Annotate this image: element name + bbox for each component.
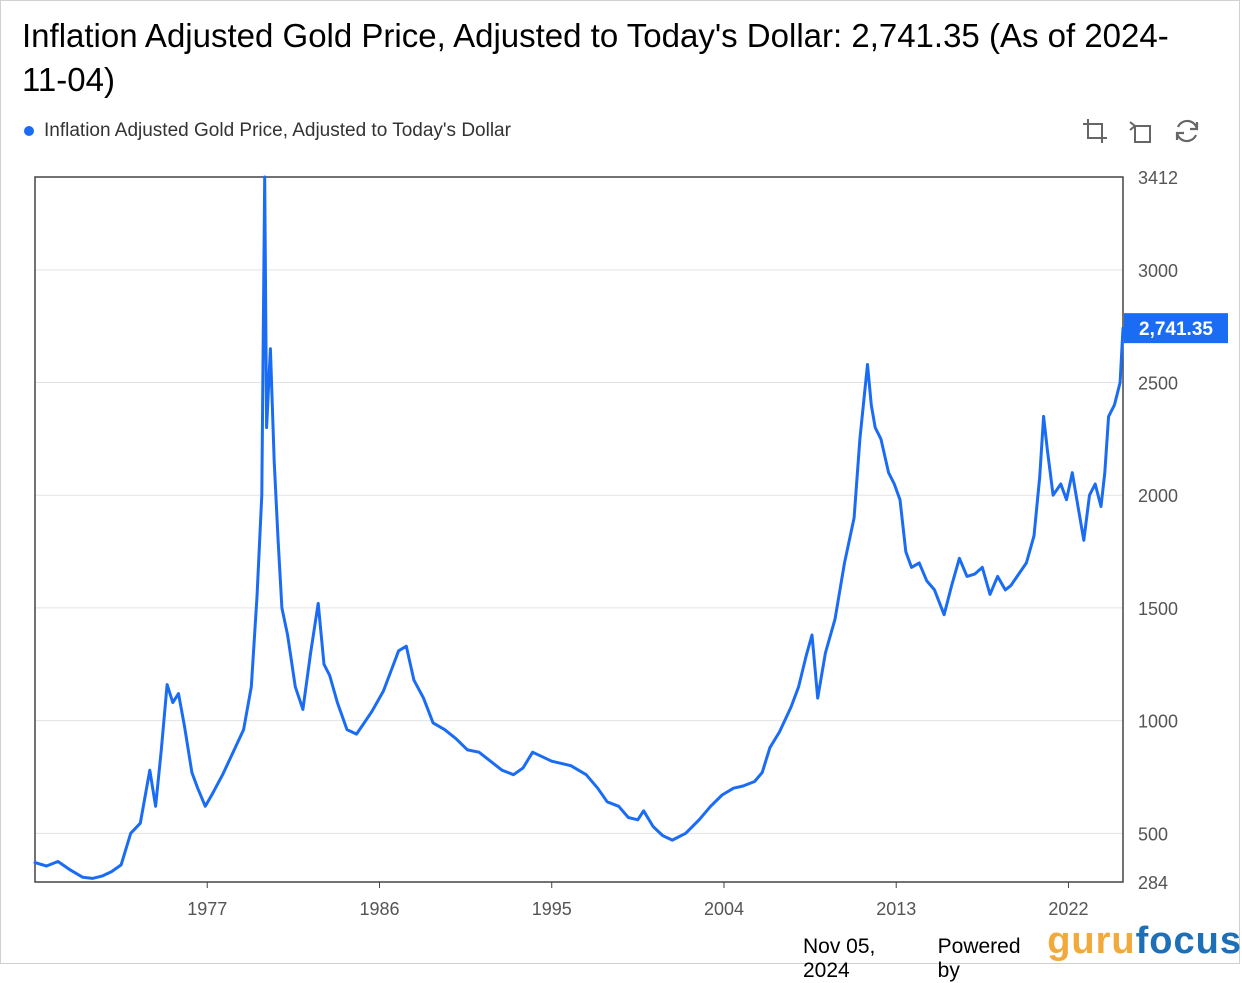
- y-tick-label: 2500: [1138, 374, 1178, 394]
- y-axis: 284 500 1000 1500 2000 2500 3000 3412: [1138, 168, 1178, 893]
- x-tick-label: 1977: [187, 899, 227, 919]
- gurufocus-logo[interactable]: gurufocus: [1047, 920, 1242, 962]
- chart-title: Inflation Adjusted Gold Price, Adjusted …: [22, 17, 1169, 98]
- x-tick-label: 2022: [1048, 899, 1088, 919]
- y-tick-label: 284: [1138, 873, 1168, 893]
- legend[interactable]: Inflation Adjusted Gold Price, Adjusted …: [24, 120, 511, 142]
- x-tick-label: 2004: [704, 899, 744, 919]
- y-tick-label: 3000: [1138, 261, 1178, 281]
- legend-label: Inflation Adjusted Gold Price, Adjusted …: [44, 120, 511, 141]
- x-tick-label: 1995: [532, 899, 572, 919]
- footer: Nov 05, 2024 Powered by gurufocus: [803, 920, 1242, 983]
- x-tick-label: 2013: [876, 899, 916, 919]
- y-tick-label: 500: [1138, 824, 1168, 844]
- series-layer: [33, 175, 1125, 880]
- restore-icon[interactable]: [1172, 116, 1202, 146]
- x-axis: 1977 1986 1995 2004 2013 2022: [187, 882, 1088, 919]
- chart-frame: [0, 0, 1240, 964]
- series-line[interactable]: [33, 175, 1125, 880]
- y-tick-label: 2000: [1138, 486, 1178, 506]
- legend-marker: [24, 126, 34, 136]
- plot-border: [34, 176, 1124, 883]
- undo-zoom-icon[interactable]: [1126, 116, 1156, 146]
- y-tick-label: 1000: [1138, 712, 1178, 732]
- last-value-badge-bg: [1124, 313, 1228, 344]
- last-value-badge: 2,741.35: [1124, 313, 1228, 344]
- grid-lines: [35, 269, 1123, 834]
- zoom-icon[interactable]: [1080, 116, 1110, 146]
- y-tick-label: 3412: [1138, 168, 1178, 188]
- toolbar: [1080, 116, 1202, 146]
- footer-date: Nov 05, 2024: [803, 935, 876, 982]
- powered-by-text: Powered by: [937, 935, 1021, 982]
- last-value-label: 2,741.35: [1139, 319, 1213, 340]
- y-tick-label: 1500: [1138, 599, 1178, 619]
- x-tick-label: 1986: [359, 899, 399, 919]
